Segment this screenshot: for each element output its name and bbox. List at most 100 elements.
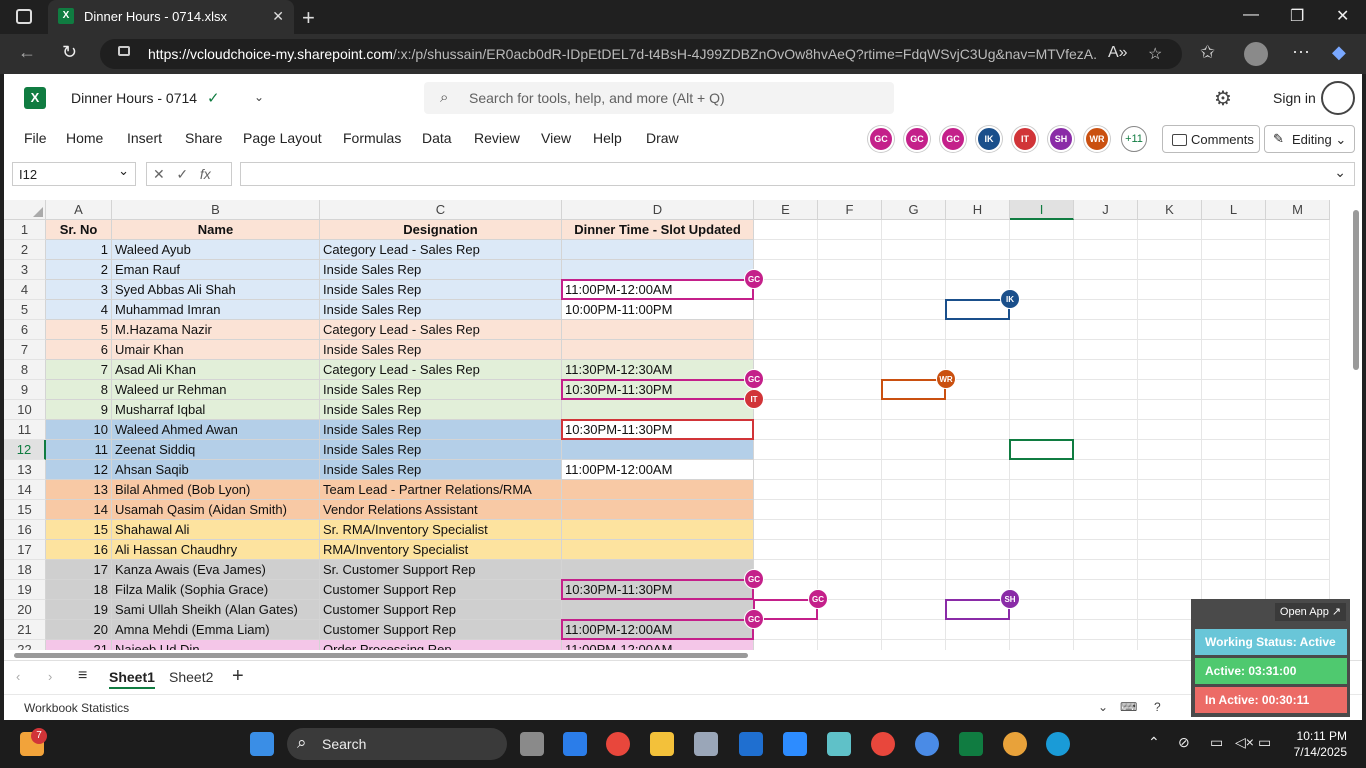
collaborator-avatar[interactable]: GC bbox=[744, 369, 764, 389]
presence-avatar[interactable]: GC bbox=[904, 126, 930, 152]
table-cell[interactable]: Inside Sales Rep bbox=[320, 300, 562, 320]
table-cell[interactable]: Inside Sales Rep bbox=[320, 460, 562, 480]
column-header[interactable]: B bbox=[112, 200, 320, 220]
table-cell[interactable] bbox=[1010, 220, 1074, 240]
table-cell[interactable] bbox=[882, 400, 946, 420]
table-cell[interactable]: Category Lead - Sales Rep bbox=[320, 360, 562, 380]
table-cell[interactable] bbox=[562, 500, 754, 520]
table-cell[interactable] bbox=[1202, 440, 1266, 460]
cancel-icon[interactable]: ✕ bbox=[153, 166, 165, 182]
menu-data[interactable]: Data bbox=[422, 130, 452, 146]
table-cell[interactable] bbox=[754, 520, 818, 540]
task-view-icon[interactable] bbox=[520, 732, 544, 756]
more-collaborators-button[interactable]: +11 bbox=[1121, 126, 1147, 152]
taskbar-search[interactable]: ⌕ Search bbox=[287, 728, 507, 760]
network-off-icon[interactable]: ⊘ bbox=[1178, 734, 1190, 750]
outlook-icon[interactable] bbox=[739, 732, 763, 756]
table-cell[interactable] bbox=[1202, 480, 1266, 500]
formula-input[interactable] bbox=[240, 162, 1355, 186]
favorite-star-icon[interactable]: ☆ bbox=[1148, 46, 1163, 63]
table-cell[interactable] bbox=[1074, 420, 1138, 440]
table-cell[interactable] bbox=[1074, 520, 1138, 540]
collaborator-avatar[interactable]: GC bbox=[744, 609, 764, 629]
name-box[interactable]: I12 bbox=[12, 162, 136, 186]
table-cell[interactable]: Zeenat Siddiq bbox=[112, 440, 320, 460]
table-cell[interactable] bbox=[818, 360, 882, 380]
column-header[interactable]: G bbox=[882, 200, 946, 220]
add-sheet-icon[interactable]: + bbox=[232, 665, 244, 687]
profile-avatar[interactable] bbox=[1244, 42, 1268, 66]
table-cell[interactable] bbox=[882, 560, 946, 580]
table-cell[interactable]: 14 bbox=[46, 500, 112, 520]
row-header[interactable]: 17 bbox=[4, 540, 46, 560]
table-cell[interactable] bbox=[1266, 300, 1330, 320]
presence-avatar[interactable]: IT bbox=[1012, 126, 1038, 152]
table-cell[interactable] bbox=[1266, 420, 1330, 440]
table-cell[interactable] bbox=[1010, 260, 1074, 280]
table-cell[interactable] bbox=[818, 620, 882, 640]
table-cell[interactable] bbox=[1138, 500, 1202, 520]
table-cell[interactable] bbox=[1202, 280, 1266, 300]
table-cell[interactable] bbox=[562, 320, 754, 340]
table-cell[interactable] bbox=[818, 560, 882, 580]
table-cell[interactable] bbox=[946, 240, 1010, 260]
table-cell[interactable] bbox=[1202, 520, 1266, 540]
column-header[interactable]: M bbox=[1266, 200, 1330, 220]
table-cell[interactable] bbox=[1138, 240, 1202, 260]
table-cell[interactable]: Kanza Awais (Eva James) bbox=[112, 560, 320, 580]
table-cell[interactable]: 10 bbox=[46, 420, 112, 440]
sheet-tab[interactable]: Sheet2 bbox=[169, 669, 214, 685]
table-cell[interactable] bbox=[946, 320, 1010, 340]
row-header[interactable]: 11 bbox=[4, 420, 46, 440]
table-cell[interactable] bbox=[1010, 360, 1074, 380]
app-icon[interactable] bbox=[827, 732, 851, 756]
horizontal-scrollbar[interactable] bbox=[4, 650, 1350, 660]
table-cell[interactable] bbox=[818, 220, 882, 240]
table-cell[interactable]: 18 bbox=[46, 580, 112, 600]
table-cell[interactable] bbox=[946, 380, 1010, 400]
table-cell[interactable]: 16 bbox=[46, 540, 112, 560]
row-header[interactable]: 19 bbox=[4, 580, 46, 600]
menu-insert[interactable]: Insert bbox=[127, 130, 163, 146]
table-cell[interactable] bbox=[1010, 580, 1074, 600]
table-cell[interactable] bbox=[818, 320, 882, 340]
document-title[interactable]: Dinner Hours - 0714 bbox=[71, 90, 198, 106]
table-cell[interactable] bbox=[946, 500, 1010, 520]
table-cell[interactable] bbox=[1202, 380, 1266, 400]
excel-taskbar-icon[interactable] bbox=[959, 732, 983, 756]
table-cell[interactable] bbox=[1202, 320, 1266, 340]
refresh-icon[interactable]: ↻ bbox=[62, 42, 78, 62]
menu-draw[interactable]: Draw bbox=[646, 130, 679, 146]
table-cell[interactable]: Inside Sales Rep bbox=[320, 340, 562, 360]
active-cell[interactable] bbox=[1009, 439, 1074, 460]
table-cell[interactable] bbox=[754, 440, 818, 460]
table-cell[interactable] bbox=[818, 340, 882, 360]
table-cell[interactable] bbox=[1138, 320, 1202, 340]
table-cell[interactable] bbox=[882, 640, 946, 650]
table-cell[interactable]: Waleed Ayub bbox=[112, 240, 320, 260]
collaborator-avatar[interactable]: GC bbox=[744, 569, 764, 589]
table-cell[interactable] bbox=[754, 400, 818, 420]
table-cell[interactable] bbox=[946, 540, 1010, 560]
table-cell[interactable]: 3 bbox=[46, 280, 112, 300]
table-cell[interactable]: Sami Ullah Sheikh (Alan Gates) bbox=[112, 600, 320, 620]
presence-avatar[interactable]: IK bbox=[976, 126, 1002, 152]
column-header[interactable]: D bbox=[562, 200, 754, 220]
table-cell[interactable] bbox=[1074, 500, 1138, 520]
table-cell[interactable] bbox=[1266, 400, 1330, 420]
table-cell[interactable] bbox=[754, 500, 818, 520]
column-header[interactable]: C bbox=[320, 200, 562, 220]
table-cell[interactable]: Category Lead - Sales Rep bbox=[320, 240, 562, 260]
table-cell[interactable]: 2 bbox=[46, 260, 112, 280]
prev-sheet-icon[interactable]: ‹ bbox=[16, 669, 21, 684]
table-cell[interactable] bbox=[882, 220, 946, 240]
table-header-cell[interactable]: Designation bbox=[320, 220, 562, 240]
table-cell[interactable] bbox=[1266, 360, 1330, 380]
row-header[interactable]: 6 bbox=[4, 320, 46, 340]
sheet-tab[interactable]: Sheet1 bbox=[109, 669, 155, 689]
fx-icon[interactable]: fx bbox=[199, 166, 211, 182]
table-cell[interactable]: 11:00PM-12:00AM bbox=[562, 620, 754, 640]
table-cell[interactable] bbox=[1074, 300, 1138, 320]
table-cell[interactable] bbox=[1202, 240, 1266, 260]
table-header-cell[interactable]: Name bbox=[112, 220, 320, 240]
